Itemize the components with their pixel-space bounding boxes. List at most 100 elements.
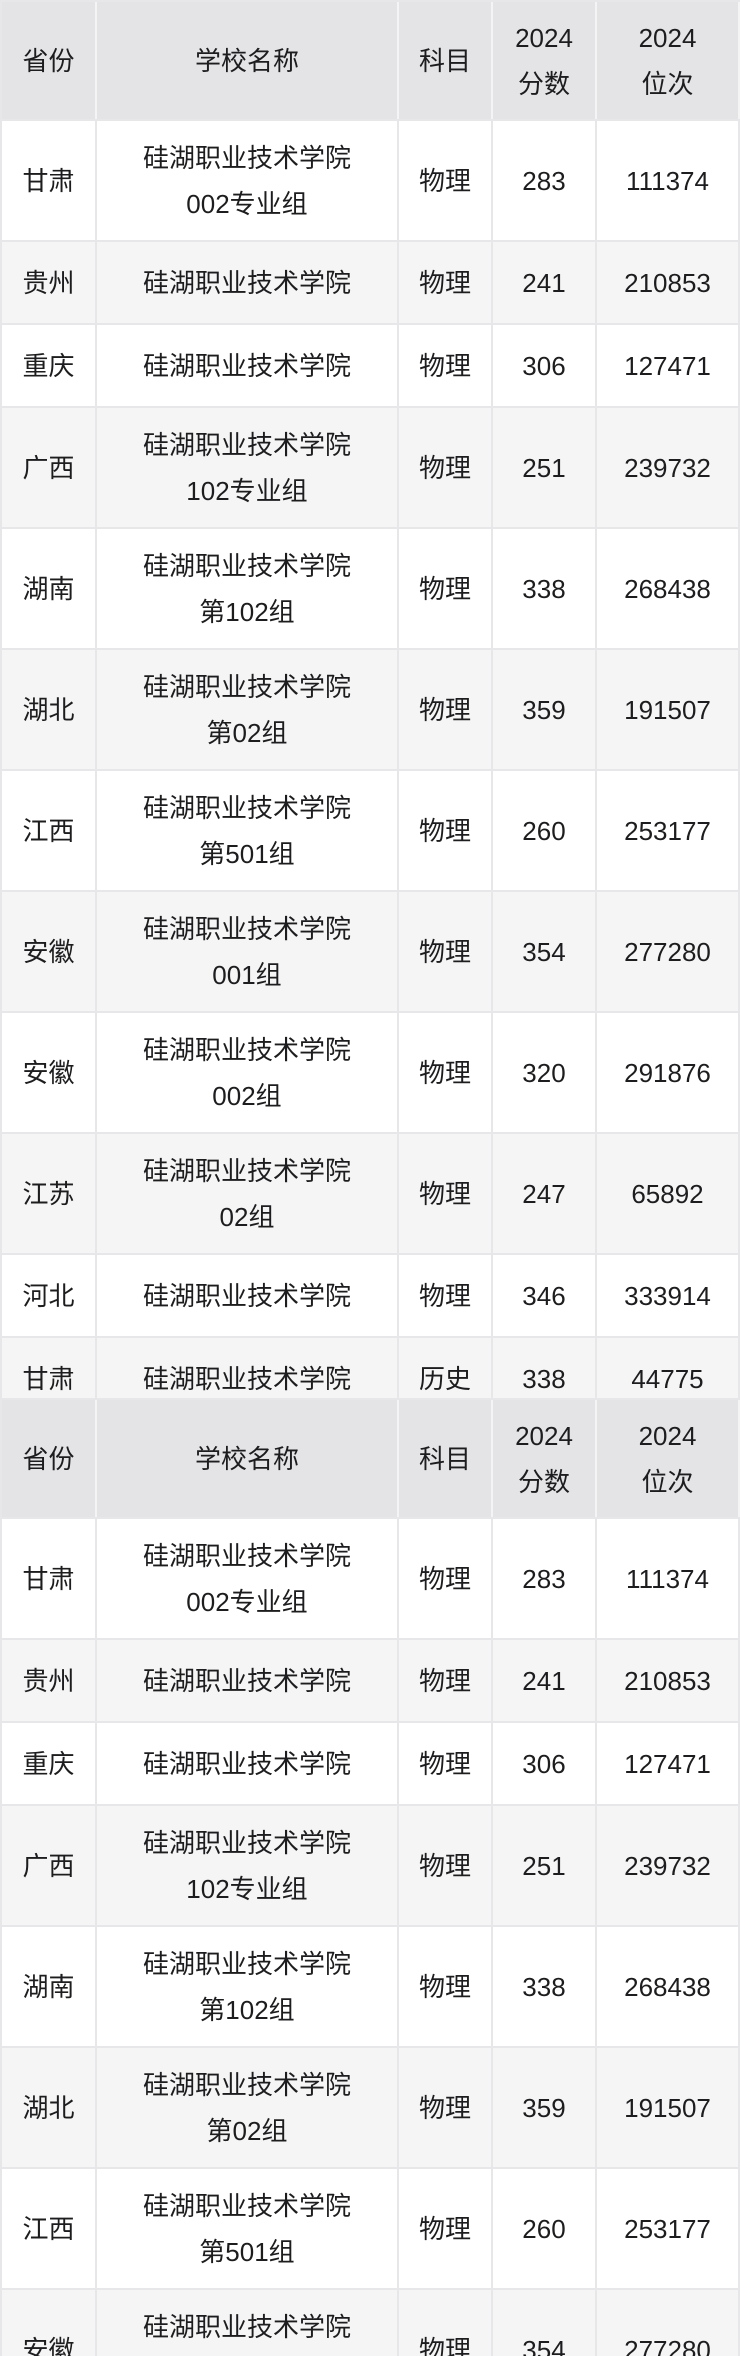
- cell-school: 硅湖职业技术学院: [97, 242, 399, 323]
- cell-subject: 物理: [399, 1134, 493, 1253]
- cell-school: 硅湖职业技术学院: [97, 1640, 399, 1721]
- cell-subject: 物理: [399, 650, 493, 769]
- column-header-score: 2024 分数: [493, 2, 597, 119]
- cell-score: 346: [493, 1255, 597, 1336]
- cell-school: 硅湖职业技术学院: [97, 1723, 399, 1804]
- cell-province: 贵州: [0, 1640, 97, 1721]
- cell-score: 283: [493, 121, 597, 240]
- cell-school: 硅湖职业技术学院 第02组: [97, 650, 399, 769]
- cell-rank: 268438: [597, 1927, 740, 2046]
- cell-rank: 127471: [597, 325, 740, 406]
- cell-province: 甘肃: [0, 121, 97, 240]
- cell-rank: 253177: [597, 2169, 740, 2288]
- cell-school: 硅湖职业技术学院 第501组: [97, 771, 399, 890]
- cell-score: 359: [493, 2048, 597, 2167]
- cell-school: 硅湖职业技术学院 02组: [97, 1134, 399, 1253]
- cell-score: 338: [493, 1927, 597, 2046]
- table-view-2: 省份 学校名称 科目 2024 分数 2024 位次 甘肃 硅湖职业技术学院 002专业组物…: [0, 1398, 740, 2356]
- cell-subject: 物理: [399, 892, 493, 1011]
- cell-rank: 191507: [597, 650, 740, 769]
- cell-school: 硅湖职业技术学院: [97, 1255, 399, 1336]
- cell-province: 江西: [0, 2169, 97, 2288]
- cell-rank: 253177: [597, 771, 740, 890]
- cell-province: 江苏: [0, 1134, 97, 1253]
- cell-school: 硅湖职业技术学院 第501组: [97, 2169, 399, 2288]
- cell-school: 硅湖职业技术学院 第02组: [97, 2048, 399, 2167]
- cell-score: 260: [493, 2169, 597, 2288]
- cell-province: 安徽: [0, 892, 97, 1011]
- column-header-subject: 科目: [399, 1400, 493, 1517]
- cell-rank: 191507: [597, 2048, 740, 2167]
- cell-score: 247: [493, 1134, 597, 1253]
- cell-subject: 物理: [399, 1013, 493, 1132]
- table-row: 贵州 硅湖职业技术学院 物理 241 210853: [0, 242, 740, 325]
- table-row: 甘肃 硅湖职业技术学院 002专业组 物理 283 111374: [0, 121, 740, 242]
- cell-subject: 物理: [399, 2169, 493, 2288]
- cell-score: 251: [493, 1806, 597, 1925]
- cell-score: 251: [493, 408, 597, 527]
- cell-rank: 65892: [597, 1134, 740, 1253]
- cell-score: 338: [493, 1338, 597, 1398]
- table-row: 湖南 硅湖职业技术学院 第102组 物理 338 268438: [0, 1927, 740, 2048]
- cell-province: 湖北: [0, 2048, 97, 2167]
- cell-subject: 物理: [399, 1806, 493, 1925]
- cell-rank: 127471: [597, 1723, 740, 1804]
- table-row: 重庆 硅湖职业技术学院 物理 306 127471: [0, 325, 740, 408]
- cell-province: 重庆: [0, 325, 97, 406]
- cell-subject: 物理: [399, 771, 493, 890]
- cell-score: 338: [493, 529, 597, 648]
- column-header-school: 学校名称: [97, 1400, 399, 1517]
- table-header-row: 省份 学校名称 科目 2024 分数 2024 位次: [0, 2, 740, 121]
- cell-score: 241: [493, 1640, 597, 1721]
- cell-rank: 291876: [597, 1013, 740, 1132]
- column-header-province: 省份: [0, 1400, 97, 1517]
- cell-score: 241: [493, 242, 597, 323]
- table-row: 甘肃 硅湖职业技术学院 历史 338 44775: [0, 1338, 740, 1398]
- cell-school: 硅湖职业技术学院 002专业组: [97, 121, 399, 240]
- cell-province: 河北: [0, 1255, 97, 1336]
- cell-rank: 277280: [597, 2290, 740, 2356]
- cell-school: 硅湖职业技术学院: [97, 1338, 399, 1398]
- cell-school: 硅湖职业技术学院 001组: [97, 892, 399, 1011]
- cell-school: 硅湖职业技术学院 第102组: [97, 529, 399, 648]
- cell-province: 安徽: [0, 2290, 97, 2356]
- cell-subject: 物理: [399, 529, 493, 648]
- column-header-score: 2024 分数: [493, 1400, 597, 1517]
- cell-province: 湖北: [0, 650, 97, 769]
- cell-subject: 物理: [399, 325, 493, 406]
- table-row: 江西 硅湖职业技术学院 第501组 物理 260 253177: [0, 2169, 740, 2290]
- cell-province: 甘肃: [0, 1338, 97, 1398]
- cell-score: 354: [493, 2290, 597, 2356]
- table-row: 湖南 硅湖职业技术学院 第102组 物理 338 268438: [0, 529, 740, 650]
- table-row: 甘肃 硅湖职业技术学院 002专业组 物理 283 111374: [0, 1519, 740, 1640]
- cell-score: 260: [493, 771, 597, 890]
- cell-province: 江西: [0, 771, 97, 890]
- table-view-1: 省份 学校名称 科目 2024 分数 2024 位次 甘肃 硅湖职业技术学院 002专业组物…: [0, 0, 740, 1398]
- cell-province: 湖南: [0, 1927, 97, 2046]
- cell-subject: 物理: [399, 121, 493, 240]
- cell-score: 354: [493, 892, 597, 1011]
- cell-province: 广西: [0, 408, 97, 527]
- cell-school: 硅湖职业技术学院 002专业组: [97, 1519, 399, 1638]
- cell-subject: 物理: [399, 1640, 493, 1721]
- cell-subject: 物理: [399, 1519, 493, 1638]
- table-header-row: 省份 学校名称 科目 2024 分数 2024 位次: [0, 1400, 740, 1519]
- cell-rank: 333914: [597, 1255, 740, 1336]
- cell-subject: 物理: [399, 1927, 493, 2046]
- cell-rank: 111374: [597, 121, 740, 240]
- table-row: 贵州 硅湖职业技术学院 物理 241 210853: [0, 1640, 740, 1723]
- table-row: 安徽 硅湖职业技术学院 002组 物理 320 291876: [0, 1013, 740, 1134]
- cell-rank: 239732: [597, 408, 740, 527]
- cell-province: 贵州: [0, 242, 97, 323]
- table-row: 河北 硅湖职业技术学院 物理 346 333914: [0, 1255, 740, 1338]
- cell-rank: 268438: [597, 529, 740, 648]
- table-row: 江苏 硅湖职业技术学院 02组 物理 247 65892: [0, 1134, 740, 1255]
- cell-subject: 物理: [399, 242, 493, 323]
- cell-rank: 111374: [597, 1519, 740, 1638]
- cell-score: 306: [493, 1723, 597, 1804]
- column-header-province: 省份: [0, 2, 97, 119]
- column-header-school: 学校名称: [97, 2, 399, 119]
- table-row: 江西 硅湖职业技术学院 第501组 物理 260 253177: [0, 771, 740, 892]
- column-header-rank: 2024 位次: [597, 1400, 740, 1517]
